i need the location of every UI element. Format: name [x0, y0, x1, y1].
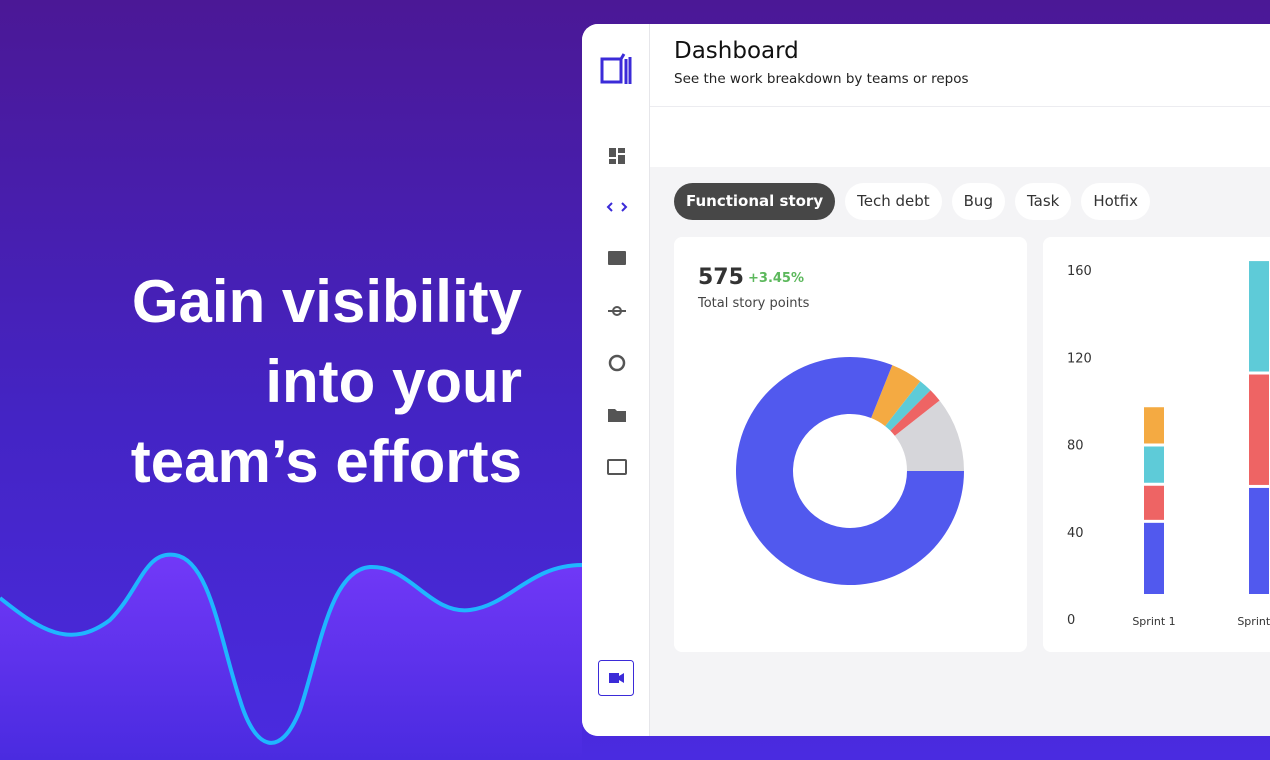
change-value: +3.45%	[748, 271, 804, 286]
page-subtitle: See the work breakdown by teams or repos	[674, 71, 969, 87]
donut-segment	[885, 381, 931, 431]
logo	[600, 53, 632, 84]
nav-icons	[606, 148, 628, 475]
divider	[650, 106, 1270, 107]
headline-line: Gain visibility	[131, 268, 522, 335]
y-tick-label: 160	[1067, 264, 1092, 279]
page-title: Dashboard	[674, 38, 799, 64]
y-tick-label: 40	[1067, 526, 1084, 541]
sidebar-icons	[598, 53, 634, 696]
x-tick-label: Sprint 1	[1132, 615, 1175, 628]
donut-segment	[890, 390, 940, 436]
donut-segment	[871, 365, 921, 427]
bar-segment	[1144, 522, 1164, 594]
app-window: Dashboard See the work breakdown by team…	[582, 24, 1270, 736]
total-value: 575	[698, 265, 744, 290]
nav-terminal[interactable]	[607, 459, 627, 475]
nav-dashboard[interactable]	[609, 148, 616, 157]
tab[interactable]: Task	[1014, 183, 1072, 220]
headline: Gain visibility into your team’s efforts	[131, 262, 522, 502]
tab[interactable]: Functional story	[674, 183, 836, 220]
nav-code[interactable]	[606, 202, 628, 212]
bar-card: 0 40 80 120 160 Sprint 1 Sprint 2	[1043, 237, 1270, 652]
bar-segment	[1249, 261, 1269, 372]
x-tick-label: Sprint 2	[1237, 615, 1270, 628]
header: Dashboard See the work breakdown by team…	[650, 24, 1270, 167]
bar-segment	[1249, 487, 1269, 594]
sidebar	[582, 24, 650, 736]
y-tick-label: 120	[1067, 351, 1092, 366]
headline-line: team’s efforts	[130, 428, 522, 495]
donut-card: 575 +3.45% Total story points	[674, 237, 1027, 652]
video-button[interactable]	[598, 660, 634, 696]
nav-review[interactable]	[608, 251, 626, 265]
bar-segment	[1144, 485, 1164, 520]
bar-segment	[1144, 407, 1164, 444]
total-label: Total story points	[697, 296, 810, 311]
y-tick-label: 0	[1067, 613, 1075, 628]
bar-chart: 0 40 80 120 160 Sprint 1 Sprint 2	[1067, 261, 1270, 628]
tab[interactable]: Tech debt	[845, 183, 942, 220]
bar-segment	[1144, 446, 1164, 483]
y-tick-label: 80	[1067, 439, 1084, 454]
nav-sync[interactable]	[608, 354, 626, 372]
tab[interactable]: Bug	[951, 183, 1005, 220]
tab-bar: Functional story Tech debt Bug Task Hotfix	[674, 183, 1151, 220]
donut-segment	[736, 357, 964, 585]
nav-folder[interactable]	[608, 409, 626, 422]
tab[interactable]: Hotfix	[1081, 183, 1151, 220]
donut-segment	[894, 400, 964, 471]
bar-segment	[1249, 374, 1269, 485]
headline-line: into your	[265, 348, 522, 415]
donut-chart: 575 +3.45% Total story points	[697, 265, 964, 585]
